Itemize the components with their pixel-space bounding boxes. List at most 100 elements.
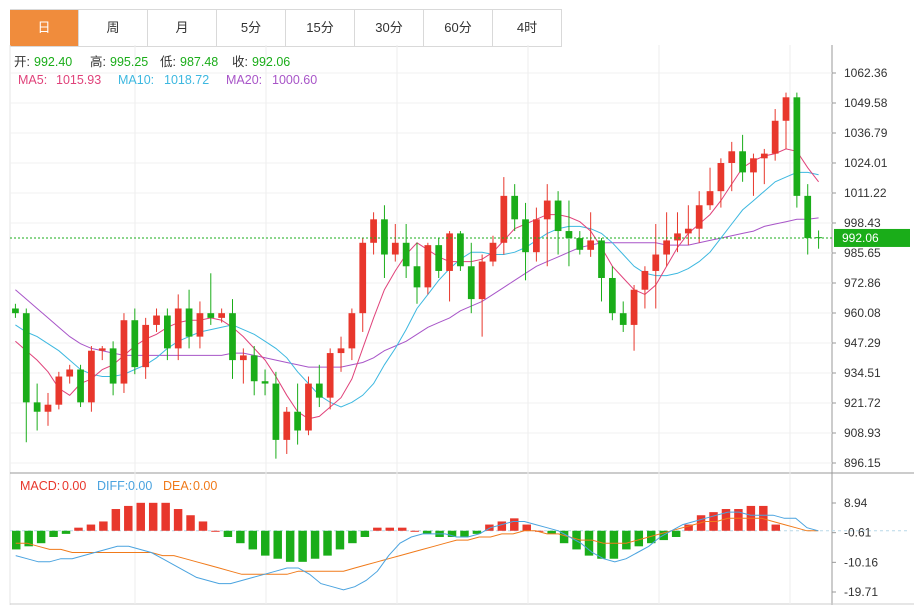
macd-bar: [211, 530, 220, 532]
candle-body: [457, 233, 464, 267]
diff-value: 0.00: [128, 479, 152, 493]
price-tick-label: 985.65: [844, 246, 881, 260]
candle-body: [500, 195, 508, 243]
open-label: 开:: [14, 55, 30, 69]
macd-bar: [460, 530, 469, 537]
macd-value: 0.00: [62, 479, 86, 493]
tab-3[interactable]: 5分: [217, 10, 286, 46]
candle-body: [98, 348, 106, 351]
candle-body: [522, 219, 529, 253]
candle-body: [261, 381, 269, 384]
macd-bar: [385, 527, 395, 531]
price-tick-label: 896.15: [844, 456, 881, 470]
macd-bar: [597, 530, 606, 559]
candle-body: [12, 308, 19, 314]
candle-body: [793, 97, 801, 196]
macd-bar: [173, 509, 183, 531]
macd-bar: [397, 527, 407, 531]
macd-bar: [410, 530, 419, 532]
candle-body: [739, 151, 746, 173]
tab-2[interactable]: 月: [148, 10, 217, 46]
candle-body: [66, 369, 74, 377]
candle-body: [478, 261, 486, 300]
price-tick-label: 908.93: [844, 426, 881, 440]
macd-tick-label: -0.61: [844, 526, 872, 540]
candle-body: [641, 270, 649, 290]
ma20-line: [15, 217, 819, 368]
candle-body: [706, 191, 714, 206]
candle-body: [33, 402, 41, 412]
macd-bar: [223, 530, 233, 537]
candle-body: [565, 231, 573, 239]
macd-bar: [622, 530, 631, 550]
macd-bar: [335, 530, 345, 550]
macd-bar: [360, 530, 370, 537]
ma5-value: 1015.93: [56, 73, 101, 87]
macd-bar: [609, 530, 619, 559]
macd-bar: [124, 505, 133, 531]
period-tabs: 日周月 5分 15分 30分 60分 4时: [10, 9, 562, 47]
dea-label: DEA:: [163, 479, 192, 493]
price-tick-label: 921.72: [844, 396, 881, 410]
candle-body: [337, 348, 345, 354]
candle-body: [684, 228, 692, 234]
price-tick-label: 934.51: [844, 366, 881, 380]
candle-body: [294, 411, 301, 431]
price-tick-label: 1011.22: [844, 186, 887, 200]
tab-7[interactable]: 4时: [493, 10, 562, 46]
macd-bar: [647, 530, 656, 544]
candle-body: [424, 245, 432, 288]
macd-bar: [285, 530, 295, 562]
tab-4[interactable]: 15分: [286, 10, 355, 46]
candle-body: [467, 266, 475, 300]
macd-bar: [547, 530, 556, 534]
macd-bar: [61, 530, 71, 534]
price-tick-label: 998.43: [844, 216, 881, 230]
low-value: 987.48: [180, 55, 218, 69]
macd-bar: [671, 530, 681, 537]
high-value: 995.25: [110, 55, 148, 69]
macd-bar: [273, 530, 282, 559]
macd-bar: [198, 521, 208, 531]
tab-5[interactable]: 30分: [355, 10, 424, 46]
macd-bar: [74, 527, 83, 531]
candle-body: [619, 313, 627, 325]
macd-label: MACD:: [20, 479, 60, 493]
macd-bar: [684, 524, 693, 531]
ma20-value: 1000.60: [272, 73, 317, 87]
macd-bar: [148, 502, 158, 531]
macd-bar: [86, 524, 96, 531]
macd-bar: [323, 530, 332, 556]
macd-bar: [136, 502, 145, 531]
tab-6[interactable]: 60分: [424, 10, 493, 46]
candles: [12, 92, 822, 459]
last-price-value: 992.06: [842, 231, 879, 245]
candle-body: [674, 233, 681, 241]
candle-body: [207, 313, 215, 318]
tab-0[interactable]: 日: [10, 10, 79, 46]
candle-body: [533, 219, 540, 253]
candle-body: [652, 254, 660, 271]
candle-body: [381, 219, 388, 255]
candle-body: [446, 233, 453, 271]
candle-body: [109, 348, 117, 384]
macd-bar: [310, 530, 320, 559]
ma5-label: MA5:: [18, 73, 47, 87]
macd-bar: [447, 530, 457, 537]
candle-body: [185, 308, 193, 337]
candle-body: [760, 153, 768, 159]
close-label: 收:: [232, 55, 248, 69]
macd-bar: [236, 530, 245, 544]
macd-tick-label: 8.94: [844, 496, 868, 510]
candle-body: [305, 383, 312, 431]
tab-1[interactable]: 周: [79, 10, 148, 46]
candle-body: [359, 242, 367, 314]
candle-body: [326, 353, 334, 398]
candle-body: [750, 158, 757, 173]
candle-body: [55, 376, 63, 405]
macd-bar: [99, 521, 108, 531]
price-axis: 1062.36 1049.58 1036.79 1024.01 1011.22 998.4…: [10, 66, 910, 599]
price-tick-label: 1049.58: [844, 96, 888, 110]
dea-value: 0.00: [193, 479, 217, 493]
candle-body: [728, 151, 736, 164]
